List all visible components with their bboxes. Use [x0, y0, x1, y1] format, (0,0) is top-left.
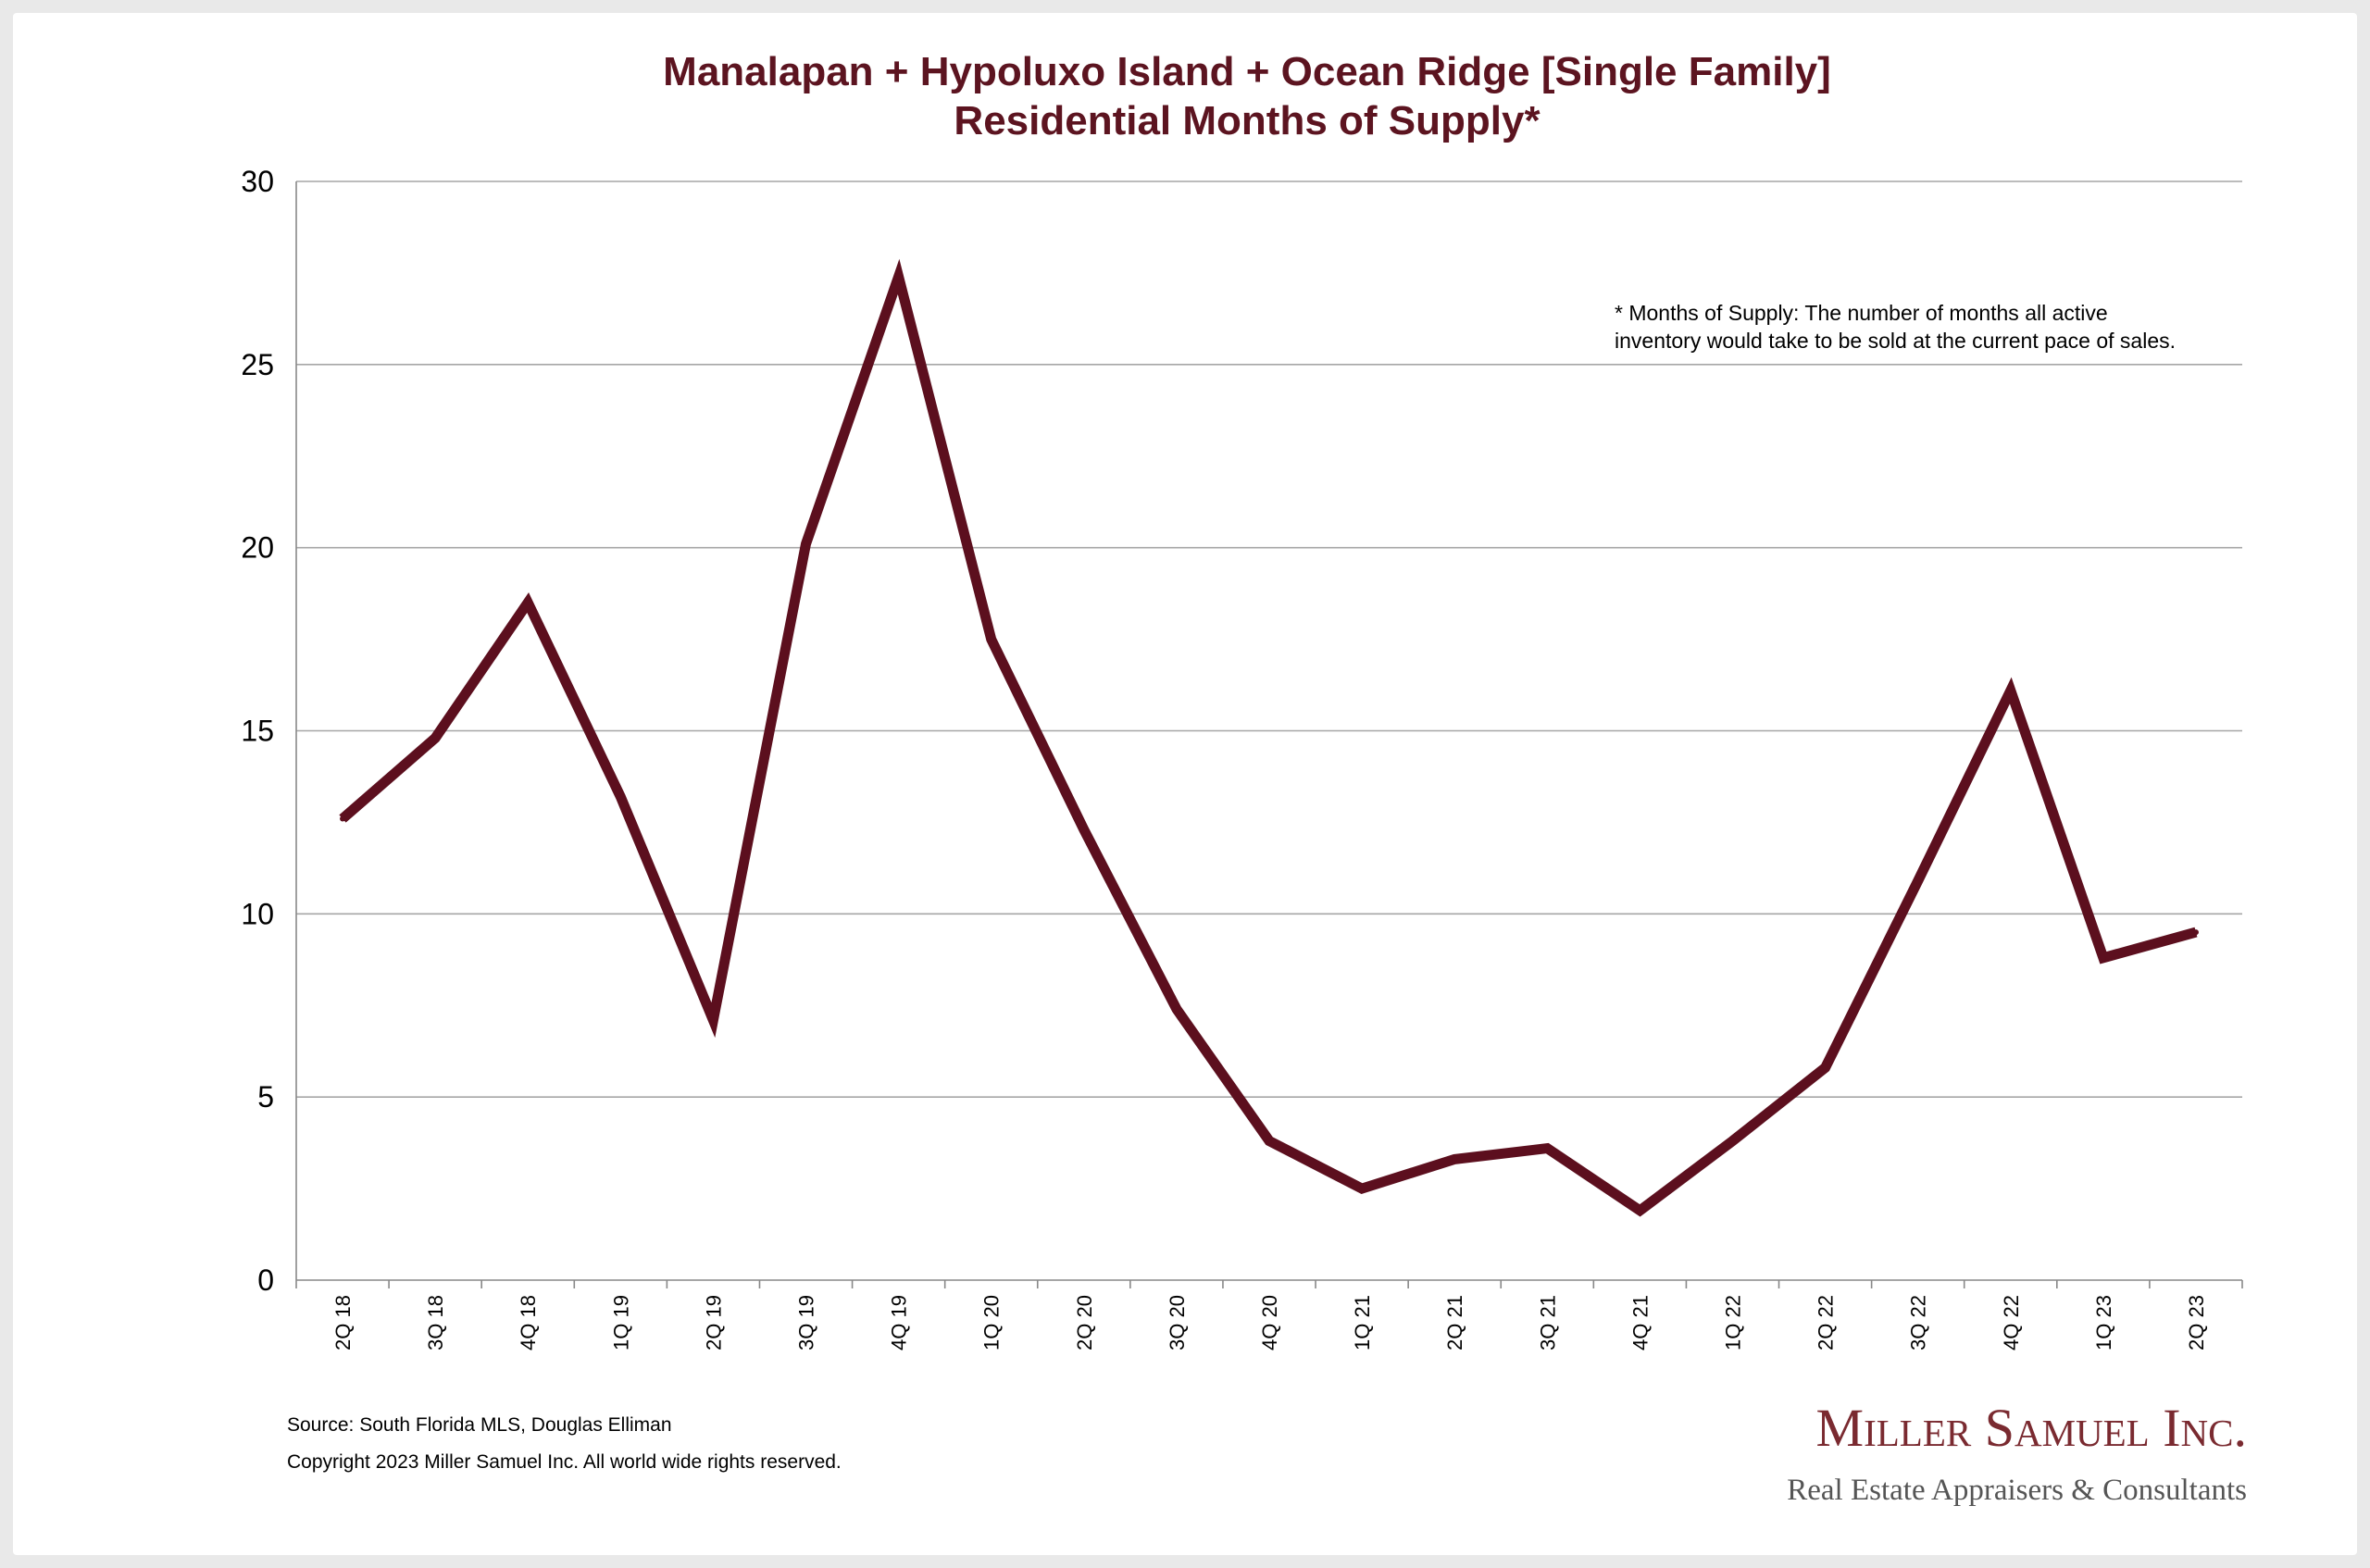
x-tick-label-4q-18: 4Q 18: [517, 1295, 540, 1350]
chart-page: Manalapan + Hypoluxo Island + Ocean Ridg…: [13, 13, 2357, 1555]
data-point-1q-21: [1359, 1186, 1366, 1192]
y-tick-label-15: 15: [241, 715, 274, 748]
x-tick-label-4q-19: 4Q 19: [888, 1295, 911, 1350]
copyright-text: Copyright 2023 Miller Samuel Inc. All wo…: [287, 1451, 842, 1473]
x-tick-label-2q-22: 2Q 22: [1815, 1295, 1838, 1350]
chart-title-line-2: Residential Months of Supply*: [954, 98, 1540, 143]
data-point-4q-21: [1637, 1207, 1643, 1213]
data-point-4q-18: [525, 600, 531, 606]
data-point-3q-21: [1544, 1145, 1551, 1151]
x-tick-label-4q-20: 4Q 20: [1258, 1295, 1281, 1350]
x-tick-label-1q-21: 1Q 21: [1351, 1295, 1374, 1350]
x-tick-label-2q-18: 2Q 18: [331, 1295, 355, 1350]
chart-title-line-1: Manalapan + Hypoluxo Island + Ocean Ridg…: [663, 49, 1831, 94]
brand-name: Miller Samuel Inc.: [1816, 1398, 2248, 1458]
data-point-2q-22: [1822, 1064, 1828, 1071]
y-tick-label-0: 0: [257, 1263, 274, 1297]
months-of-supply-note: * Months of Supply: The number of months…: [1615, 301, 2176, 353]
x-tick-label-3q-22: 3Q 22: [1907, 1295, 1930, 1350]
data-point-2q-20: [1080, 827, 1087, 833]
chart-svg: Manalapan + Hypoluxo Island + Ocean Ridg…: [241, 49, 2247, 1507]
data-point-3q-20: [1173, 1006, 1179, 1013]
data-point-2q-21: [1452, 1156, 1458, 1163]
data-point-1q-19: [617, 793, 624, 800]
x-tick-label-4q-21: 4Q 21: [1628, 1295, 1652, 1350]
x-tick-label-2q-23: 2Q 23: [2185, 1295, 2208, 1350]
data-point-4q-19: [895, 273, 902, 280]
data-point-2q-18: [340, 815, 346, 822]
y-tick-label-20: 20: [241, 531, 274, 565]
x-tick-label-3q-19: 3Q 19: [795, 1295, 818, 1350]
x-tick-label-1q-23: 1Q 23: [2092, 1295, 2115, 1350]
note-line-1: * Months of Supply: The number of months…: [1615, 301, 2108, 325]
data-point-3q-18: [432, 735, 439, 741]
y-tick-label-30: 30: [241, 165, 274, 198]
data-point-4q-22: [2007, 687, 2014, 693]
data-point-1q-22: [1729, 1138, 1736, 1144]
chart-title: Manalapan + Hypoluxo Island + Ocean Ridg…: [663, 49, 1831, 143]
x-tick-label-3q-21: 3Q 21: [1536, 1295, 1559, 1350]
data-point-3q-22: [1915, 877, 1921, 884]
data-point-1q-20: [988, 636, 994, 642]
data-point-2q-19: [710, 1017, 717, 1024]
y-tick-label-10: 10: [241, 897, 274, 930]
source-text: Source: South Florida MLS, Douglas Ellim…: [287, 1414, 672, 1436]
data-point-2q-23: [2192, 929, 2199, 936]
x-tick-label-1q-20: 1Q 20: [980, 1295, 1004, 1350]
axes: [295, 181, 2243, 1288]
brand-logo: Miller Samuel Inc. Real Estate Appraiser…: [1787, 1398, 2247, 1507]
x-tick-label-1q-22: 1Q 22: [1721, 1295, 1744, 1350]
data-point-3q-19: [803, 541, 809, 547]
x-tick-label-2q-20: 2Q 20: [1073, 1295, 1096, 1350]
x-tick-label-2q-19: 2Q 19: [702, 1295, 725, 1350]
brand-tagline: Real Estate Appraisers & Consultants: [1787, 1474, 2247, 1507]
x-tick-label-3q-20: 3Q 20: [1166, 1295, 1189, 1350]
series-line: [339, 258, 2198, 1217]
y-tick-label-5: 5: [257, 1080, 274, 1114]
data-point-4q-20: [1266, 1138, 1272, 1144]
y-tick-label-25: 25: [241, 348, 274, 381]
x-tick-label-4q-22: 4Q 22: [2000, 1295, 2023, 1350]
x-tick-label-3q-18: 3Q 18: [424, 1295, 447, 1350]
x-tick-label-1q-19: 1Q 19: [609, 1295, 632, 1350]
x-axis-tick-labels: 2Q 18 3Q 18 4Q 18 1Q 19 2Q 19 3Q 19 4Q 19 1Q 20…: [331, 1295, 2208, 1350]
data-point-1q-23: [2100, 954, 2106, 961]
y-axis-tick-labels: 0 5 10 15 20 25 30: [241, 165, 274, 1297]
footer: Source: South Florida MLS, Douglas Ellim…: [287, 1414, 842, 1473]
grid-lines: [296, 180, 2242, 1098]
x-tick-label-2q-21: 2Q 21: [1443, 1295, 1466, 1350]
note-line-2: inventory would take to be sold at the c…: [1615, 329, 2176, 353]
series-group: [339, 258, 2199, 1217]
